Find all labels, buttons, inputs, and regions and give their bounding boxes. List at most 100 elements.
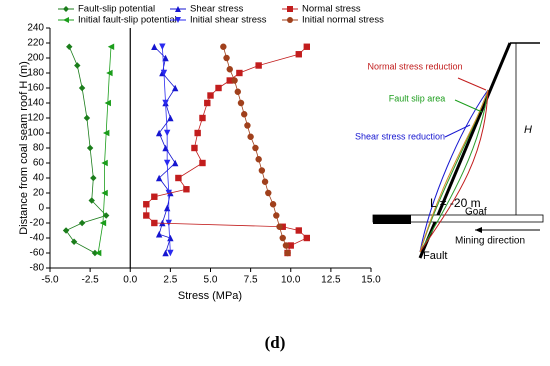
x-tick-label: 12.5	[321, 275, 341, 286]
marker	[255, 156, 262, 163]
marker	[215, 84, 222, 92]
annotation: Goaf	[465, 207, 487, 218]
marker	[236, 69, 243, 77]
marker	[106, 69, 113, 77]
marker	[167, 249, 174, 257]
marker	[258, 167, 266, 174]
annotation: L = -20 m	[430, 196, 481, 210]
marker	[276, 223, 283, 230]
legend-label: Initial shear stress	[190, 15, 267, 26]
legend-label: Initial fault-slip potential	[78, 15, 177, 26]
marker	[199, 114, 206, 122]
legend-label: Initial normal stress	[302, 15, 384, 26]
marker	[255, 62, 262, 69]
y-tick-label: -20	[30, 218, 45, 229]
y-tick-label: 80	[33, 143, 45, 154]
marker	[269, 201, 277, 208]
marker	[183, 186, 190, 193]
marker	[162, 54, 169, 62]
marker	[303, 234, 310, 242]
x-tick-label: 0.0	[123, 275, 137, 286]
marker	[162, 99, 169, 107]
marker	[234, 88, 241, 95]
marker	[175, 174, 182, 182]
marker	[63, 17, 69, 23]
marker	[101, 159, 108, 167]
x-tick-label: 15.0	[361, 275, 381, 286]
marker	[252, 144, 259, 152]
marker	[155, 129, 163, 137]
marker	[244, 122, 251, 129]
y-tick-label: 200	[27, 53, 44, 64]
marker	[74, 62, 81, 69]
annotation: Mining direction	[455, 236, 525, 247]
coal-pillar	[373, 215, 411, 224]
marker	[167, 234, 174, 242]
x-axis-label: Stress (MPa)	[178, 290, 242, 302]
annotation-arrow	[454, 99, 483, 113]
marker	[204, 99, 211, 107]
annotation: Shear stress reduction	[355, 131, 445, 141]
marker	[287, 242, 294, 249]
series-line	[97, 46, 112, 254]
marker	[90, 174, 97, 182]
marker	[86, 144, 94, 152]
marker	[223, 54, 230, 62]
y-tick-label: -80	[30, 263, 45, 274]
diagram	[372, 42, 544, 259]
marker	[194, 129, 201, 137]
marker	[63, 6, 69, 12]
marker	[163, 159, 171, 167]
annotation: Fault slip area	[389, 93, 446, 103]
marker	[282, 242, 290, 249]
marker	[88, 197, 95, 204]
marker	[91, 249, 99, 257]
marker	[159, 43, 166, 50]
annotation-arrow	[444, 124, 471, 138]
marker	[78, 84, 86, 92]
marker	[279, 234, 286, 242]
marker	[295, 51, 302, 58]
fault-line	[418, 42, 512, 259]
marker	[151, 43, 158, 50]
marker	[162, 249, 169, 257]
x-tick-label: 2.5	[163, 275, 177, 286]
marker	[226, 66, 233, 73]
annotation: Fault	[423, 250, 447, 262]
marker	[102, 129, 110, 137]
marker	[101, 189, 108, 197]
x-tick-label: 5.0	[204, 275, 218, 286]
marker	[165, 219, 172, 227]
marker	[237, 99, 245, 107]
marker	[287, 6, 293, 12]
y-tick-label: -40	[30, 233, 45, 244]
x-tick-label: 7.5	[244, 275, 258, 286]
y-tick-label: 60	[33, 158, 45, 169]
y-tick-label: 20	[33, 188, 45, 199]
marker	[265, 189, 272, 197]
y-tick-label: 0	[38, 203, 44, 214]
y-tick-label: 120	[27, 113, 44, 124]
y-tick-label: 160	[27, 83, 44, 94]
marker	[83, 114, 91, 122]
legend-label: Normal stress	[302, 4, 361, 15]
marker	[261, 178, 269, 185]
legend-label: Fault-slip potential	[78, 4, 155, 15]
marker	[107, 43, 115, 50]
marker	[199, 159, 206, 167]
marker	[220, 43, 227, 50]
marker	[247, 133, 254, 140]
annotation: Normal stress reduction	[367, 61, 462, 71]
legend-label: Shear stress	[190, 4, 244, 15]
y-tick-label: -60	[30, 248, 45, 259]
marker	[66, 43, 73, 50]
normal-curve	[419, 89, 489, 253]
marker	[171, 84, 179, 92]
series-line	[65, 46, 107, 254]
slip-curve	[419, 89, 489, 253]
marker	[171, 159, 179, 167]
marker	[163, 129, 171, 137]
y-tick-label: 140	[27, 98, 44, 109]
y-tick-label: 240	[27, 23, 44, 34]
